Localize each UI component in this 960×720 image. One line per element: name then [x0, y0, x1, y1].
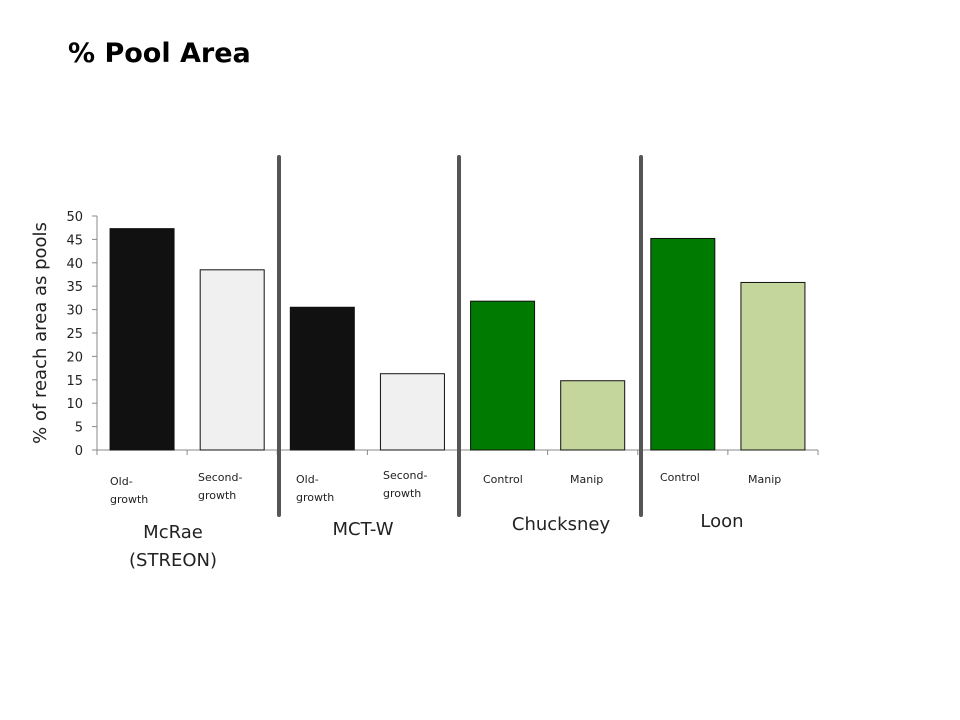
- x-tick-label: growth: [383, 487, 421, 500]
- group-label: (STREON): [129, 550, 217, 571]
- x-tick-label: Manip: [570, 473, 603, 486]
- x-tick-label: Old-: [110, 475, 133, 488]
- bar: [740, 281, 806, 451]
- slide-title: % Pool Area: [68, 38, 251, 69]
- y-tick-label: 20: [66, 350, 83, 365]
- y-tick-label: 10: [66, 397, 83, 412]
- y-tick-label: 45: [66, 233, 83, 248]
- y-tick-label: 0: [75, 444, 83, 459]
- x-tick-label: Old-: [296, 473, 319, 486]
- group-label: McRae: [143, 522, 203, 543]
- x-tick-label: Control: [483, 473, 523, 486]
- y-axis-label: % of reach area as pools: [30, 222, 51, 444]
- x-tick-label: Second-: [383, 469, 427, 482]
- bar: [470, 300, 536, 451]
- y-tick-label: 5: [75, 421, 83, 436]
- y-tick-label: 35: [66, 280, 83, 295]
- bar: [199, 269, 265, 451]
- x-tick-label: Manip: [748, 473, 781, 486]
- bar: [379, 373, 445, 451]
- bar: [109, 228, 175, 451]
- y-tick-label: 25: [66, 327, 83, 342]
- bar: [289, 306, 355, 451]
- y-tick-label: 30: [66, 304, 83, 319]
- y-tick-label: 15: [66, 374, 83, 389]
- x-tick-label: growth: [110, 493, 148, 506]
- x-tick-label: Control: [660, 471, 700, 484]
- x-tick-label: Second-: [198, 471, 242, 484]
- group-label: MCT-W: [332, 519, 393, 540]
- y-tick-label: 50: [66, 210, 83, 225]
- group-label: Chucksney: [512, 514, 611, 535]
- bar: [560, 380, 626, 451]
- x-tick-label: growth: [198, 489, 236, 502]
- x-tick-label: growth: [296, 491, 334, 504]
- y-tick-label: 40: [66, 257, 83, 272]
- group-label: Loon: [700, 511, 743, 532]
- bar: [650, 237, 716, 451]
